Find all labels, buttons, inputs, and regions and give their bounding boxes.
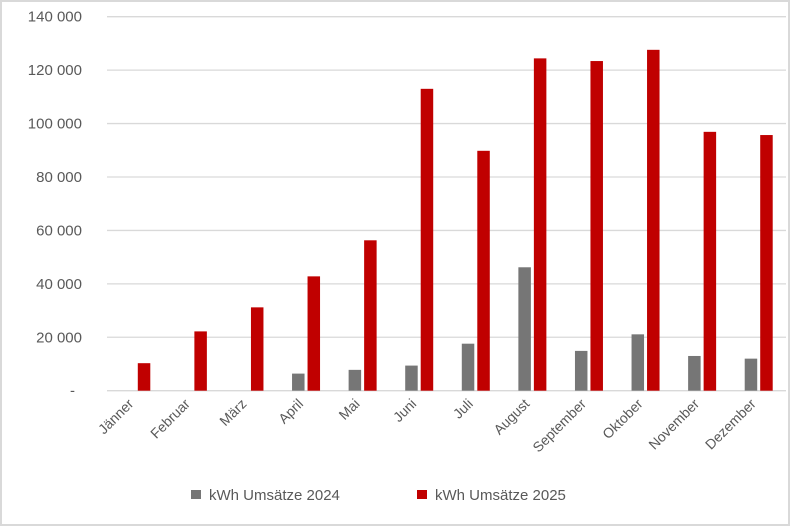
x-tick-label: Dezember [702, 395, 759, 452]
x-tick-label: Jänner [95, 395, 137, 437]
bar-2024 [518, 267, 531, 391]
bar-2024 [405, 365, 418, 391]
bar-2025 [137, 363, 151, 391]
y-tick-label: 120 000 [28, 62, 82, 79]
x-tick-label: Juni [390, 396, 419, 425]
bar-2025 [194, 331, 207, 391]
y-tick-label: - [70, 383, 75, 400]
bar-2025 [307, 276, 321, 391]
legend-label: kWh Umsätze 2024 [209, 487, 340, 504]
bar-2025 [647, 49, 660, 391]
legend-swatch [191, 490, 201, 499]
x-tick-label: September [529, 395, 589, 455]
bar-2024 [292, 373, 305, 391]
bar-2025 [533, 58, 547, 391]
bar-2024 [631, 334, 645, 391]
bar-2024 [744, 358, 758, 391]
x-tick-label: Mai [335, 396, 362, 423]
bar-2025 [477, 150, 490, 391]
x-tick-label: Februar [147, 395, 193, 441]
bar-2024 [574, 350, 588, 391]
y-tick-label: 100 000 [28, 116, 82, 133]
legend-label: kWh Umsätze 2025 [435, 487, 566, 504]
bar-2024 [688, 355, 701, 391]
y-tick-label: 140 000 [28, 9, 82, 26]
y-tick-label: 80 000 [36, 169, 82, 186]
bar-2025 [364, 240, 377, 391]
bar-2024 [461, 343, 475, 391]
bar-2025 [590, 61, 603, 391]
x-tick-label: Juli [450, 396, 476, 422]
bar-2025 [703, 131, 717, 391]
bar-2025 [250, 307, 264, 391]
bar-2024 [348, 369, 362, 391]
legend-swatch [417, 490, 427, 499]
x-tick-label: Oktober [599, 395, 646, 442]
x-tick-label: November [645, 395, 702, 452]
x-tick-label: April [275, 396, 306, 427]
x-tick-label: März [216, 396, 249, 429]
x-tick-label: August [490, 395, 532, 437]
y-tick-label: 20 000 [36, 329, 82, 346]
y-tick-label: 60 000 [36, 222, 82, 239]
bar-2025 [420, 88, 434, 391]
bar-2025 [760, 135, 773, 391]
y-tick-label: 40 000 [36, 276, 82, 293]
